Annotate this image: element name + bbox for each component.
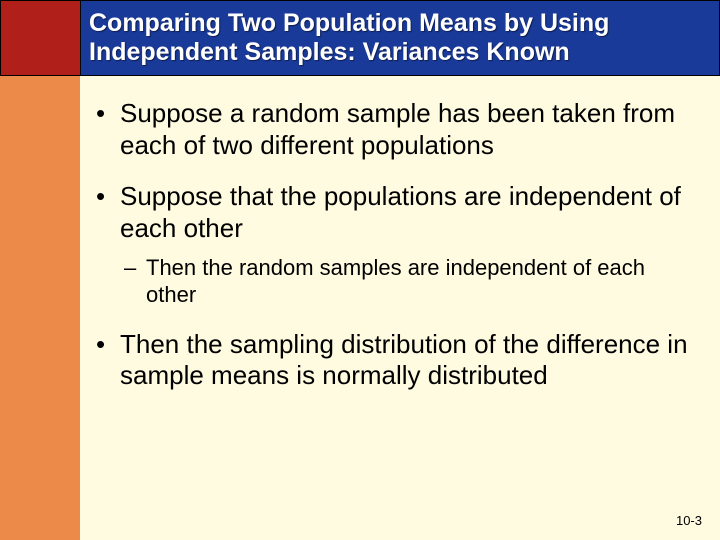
title-box: Comparing Two Population Means by Using … (81, 1, 719, 75)
bullet-text: Then the sampling distribution of the di… (120, 329, 688, 391)
slide: Comparing Two Population Means by Using … (0, 0, 720, 540)
bullet-item: Suppose that the populations are indepen… (90, 181, 692, 308)
slide-title: Comparing Two Population Means by Using … (89, 9, 711, 67)
content-area: Suppose a random sample has been taken f… (80, 76, 720, 540)
header-accent-box (1, 1, 81, 75)
bullet-list: Suppose a random sample has been taken f… (90, 98, 692, 392)
sub-bullet-item: Then the random samples are independent … (120, 255, 692, 309)
body-accent-column (0, 76, 80, 540)
bullet-item: Suppose a random sample has been taken f… (90, 98, 692, 161)
bullet-item: Then the sampling distribution of the di… (90, 329, 692, 392)
sub-bullet-list: Then the random samples are independent … (120, 255, 692, 309)
bullet-text: Suppose that the populations are indepen… (120, 181, 681, 243)
header-row: Comparing Two Population Means by Using … (0, 0, 720, 76)
body-row: Suppose a random sample has been taken f… (0, 76, 720, 540)
sub-bullet-text: Then the random samples are independent … (146, 255, 645, 307)
page-number: 10-3 (676, 513, 702, 528)
bullet-text: Suppose a random sample has been taken f… (120, 98, 675, 160)
